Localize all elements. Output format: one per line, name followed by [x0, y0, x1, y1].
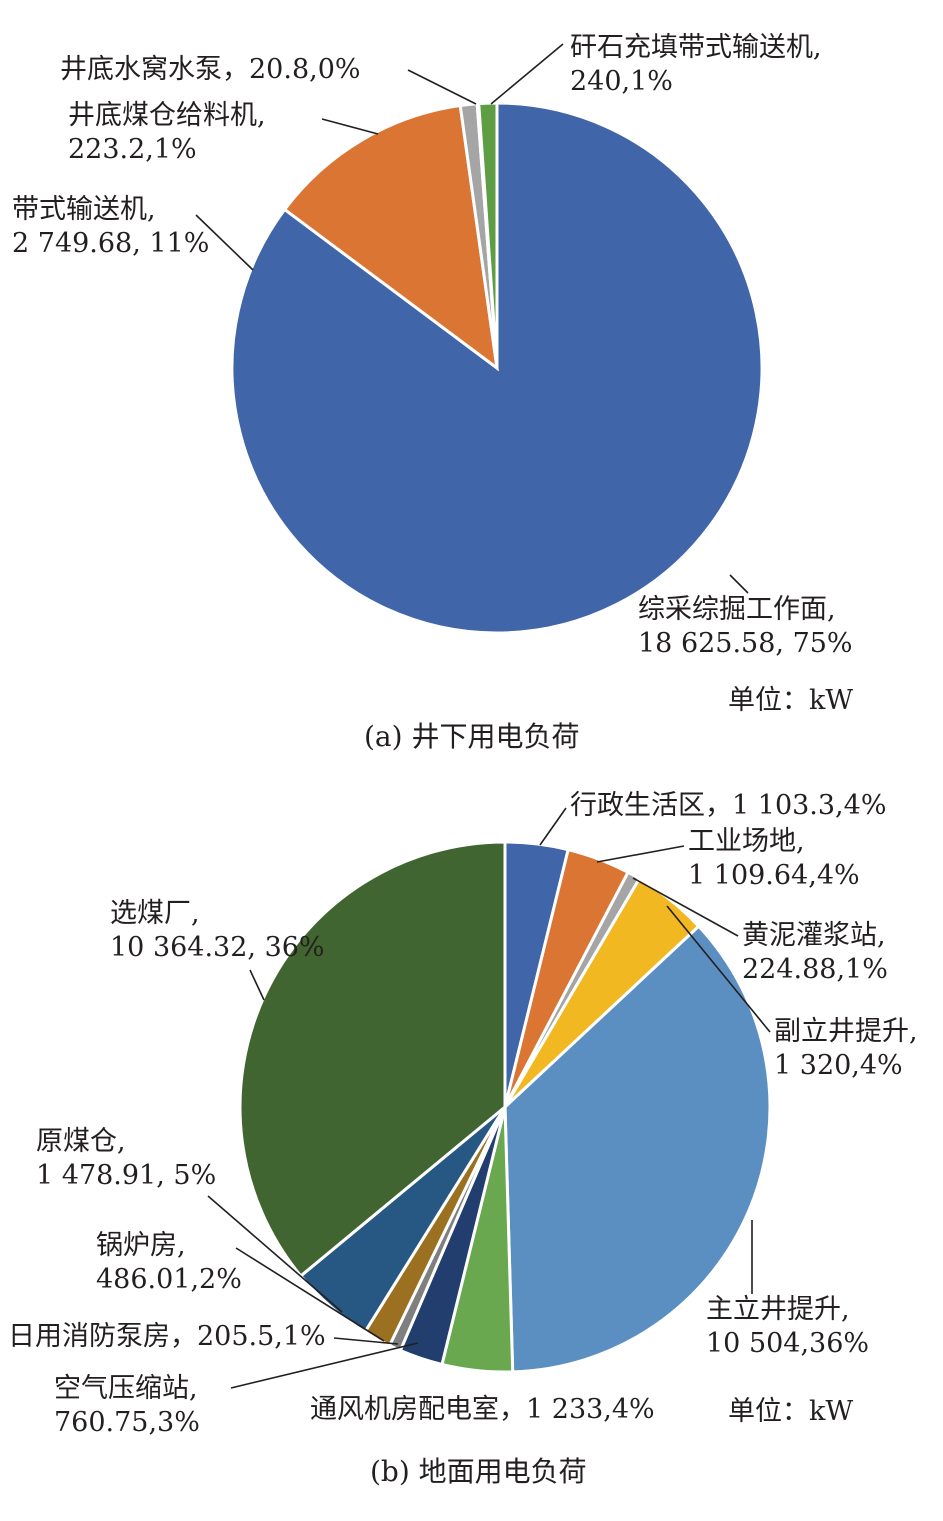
underground-slice-label-3: 井底水窝水泵，20.8,0% [60, 54, 361, 85]
surface-slice-label-4: 主立井提升, [706, 1294, 850, 1325]
underground-slice-label-0: 综采综掘工作面, [638, 594, 836, 625]
surface-slice-label-6: 空气压缩站, [54, 1373, 198, 1404]
underground-slice-1 [282, 103, 499, 372]
surface-slice-value-1: 1 109.64,4% [688, 860, 860, 891]
underground-leader-line-4 [490, 43, 564, 105]
underground-slice-value-2: 223.2,1% [68, 134, 197, 165]
underground-slice-value-0: 18 625.58, 75% [638, 628, 853, 659]
underground-slice-4 [477, 101, 499, 369]
surface-slice-label-7: 日用消防泵房，205.5,1% [8, 1321, 326, 1352]
surface-leader-line-10 [249, 969, 265, 1001]
surface-leader-line-6 [230, 1342, 419, 1389]
surface-slice-label-0: 行政生活区，1 103.3,4% [570, 790, 886, 821]
surface-slice-value-10: 10 364.32, 36% [110, 932, 325, 963]
caption-a: (a) 井下用电负荷 [364, 720, 579, 753]
surface-slice-value-6: 760.75,3% [54, 1407, 200, 1438]
underground-leader-line-1 [195, 214, 254, 271]
surface-slice-10 [238, 840, 507, 1279]
underground-slice-value-1: 2 749.68, 11% [12, 228, 209, 259]
surface-slice-label-1: 工业场地, [688, 826, 805, 857]
pie-chart-surface: 行政生活区，1 103.3,4% 工业场地,1 109.64,4% 黄泥灌浆站,22… [8, 790, 918, 1438]
surface-slice-value-2: 224.88,1% [742, 954, 888, 985]
underground-slice-label-4: 矸石充填带式输送机, [570, 32, 822, 63]
surface-slice-label-9: 原煤仓, [36, 1126, 126, 1157]
underground-slice-value-4: 240,1% [570, 66, 673, 97]
unit-note-a: 单位：kW [728, 685, 853, 716]
surface-leader-line-3 [666, 905, 771, 1033]
surface-leader-line-7 [333, 1337, 399, 1345]
underground-leader-line-2 [321, 118, 379, 135]
surface-slice-value-9: 1 478.91, 5% [36, 1160, 216, 1191]
underground-leader-line-0 [729, 574, 749, 594]
surface-leader-line-9 [207, 1195, 343, 1313]
caption-b: (b) 地面用电负荷 [370, 1455, 587, 1488]
surface-slice-label-8: 锅炉房, [96, 1230, 186, 1261]
pie-chart-underground: 综采综掘工作面,18 625.58, 75% 带式输送机,2 749.68, 11… [12, 32, 853, 659]
surface-leader-line-0 [539, 807, 567, 846]
surface-leader-line-8 [235, 1247, 385, 1342]
underground-leader-line-3 [407, 69, 477, 105]
surface-leader-line-1 [596, 845, 685, 863]
surface-leader-line-2 [632, 877, 739, 937]
surface-slice-value-3: 1 320,4% [774, 1050, 903, 1081]
underground-slice-label-2: 井底煤仓给料机, [68, 100, 266, 131]
surface-slice-value-8: 486.01,2% [96, 1264, 242, 1295]
surface-slice-4 [503, 924, 772, 1374]
surface-slice-label-2: 黄泥灌浆站, [742, 920, 886, 951]
surface-slice-label-10: 选煤厂, [110, 898, 200, 929]
surface-slice-label-3: 副立井提升, [774, 1016, 918, 1047]
unit-note-b: 单位：kW [728, 1396, 853, 1427]
underground-slice-label-1: 带式输送机, [12, 194, 156, 225]
surface-slice-label-5: 通风机房配电室，1 233,4% [310, 1394, 655, 1425]
surface-slice-value-4: 10 504,36% [706, 1328, 869, 1359]
